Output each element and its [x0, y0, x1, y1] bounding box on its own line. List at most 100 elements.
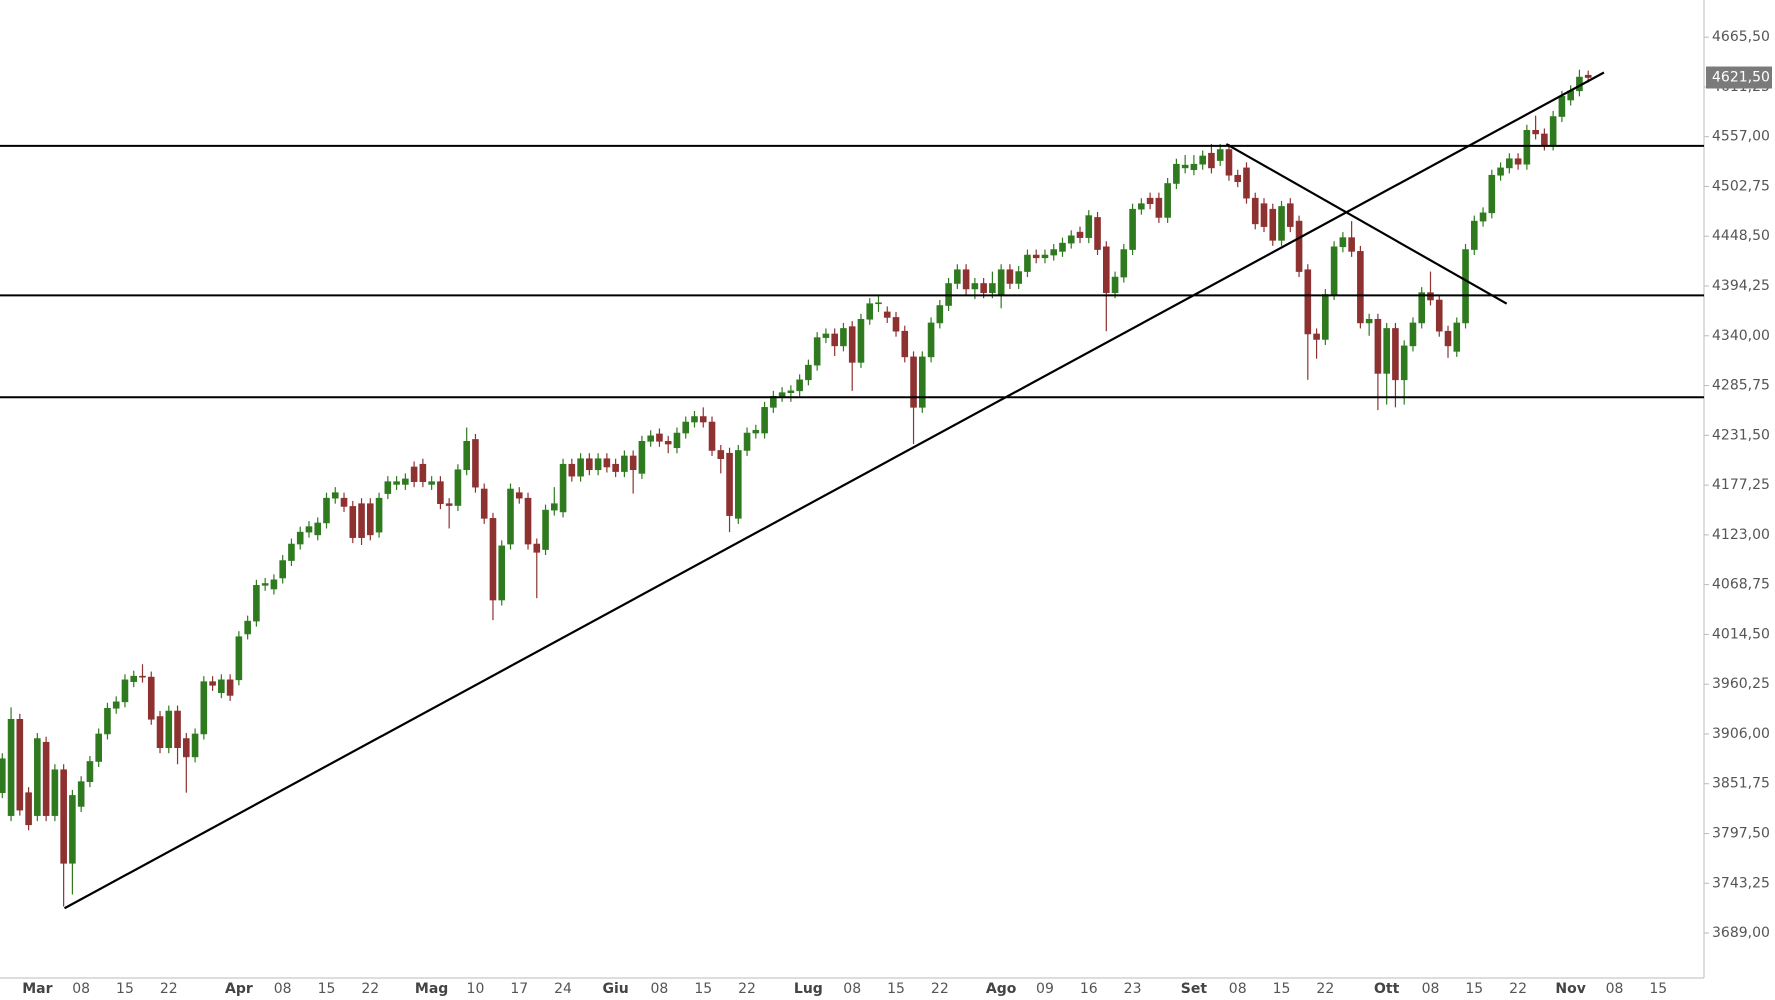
y-tick-label: 3906,00 — [1712, 726, 1770, 742]
candle-body — [822, 333, 830, 338]
x-tick-label: 08 — [1422, 981, 1440, 997]
x-tick-label: Apr — [225, 981, 253, 997]
x-tick-label: 22 — [361, 981, 379, 997]
y-tick-label: 4448,50 — [1712, 228, 1770, 244]
y-tick-label: 3960,25 — [1712, 676, 1770, 692]
x-tick-label: 17 — [510, 981, 528, 997]
candle-body — [507, 488, 514, 545]
y-tick-label: 4340,00 — [1712, 328, 1770, 344]
x-tick-label: Lug — [794, 981, 823, 997]
candle-body — [989, 283, 996, 293]
candle-body — [1059, 242, 1066, 252]
candle-body — [1155, 197, 1163, 218]
candle-body — [340, 497, 348, 507]
candle-body — [244, 620, 251, 635]
candle-body — [226, 679, 234, 696]
last-price-tag — [1706, 66, 1772, 89]
candle-body — [805, 364, 812, 381]
candle-body — [551, 503, 558, 511]
y-tick-label: 4068,75 — [1712, 577, 1770, 593]
candle-body — [840, 328, 847, 347]
x-tick-label: Mar — [22, 981, 52, 997]
candle-body — [691, 416, 698, 423]
y-tick-label: 4394,25 — [1712, 278, 1770, 294]
candle-body — [498, 545, 506, 601]
y-tick-label: 4557,00 — [1712, 129, 1770, 145]
candle-body — [1479, 212, 1487, 222]
candle-body — [542, 509, 549, 550]
candle-body — [1076, 231, 1084, 238]
candle-body — [34, 738, 41, 816]
candle-body — [1199, 155, 1206, 165]
candle-body — [1558, 96, 1566, 117]
candle-body — [813, 337, 821, 366]
candle-body — [314, 522, 322, 536]
candle-body — [253, 585, 260, 622]
x-tick-label: 15 — [694, 981, 712, 997]
candle-body — [515, 492, 523, 499]
x-tick-label: 08 — [843, 981, 861, 997]
candle-body — [1102, 246, 1110, 293]
x-tick-label: 22 — [1509, 981, 1527, 997]
candle-body — [367, 503, 374, 536]
candle-body — [480, 488, 488, 519]
candle-body — [51, 769, 59, 816]
candle-body — [980, 283, 987, 293]
candle-body — [1120, 249, 1128, 278]
candle-body — [647, 435, 654, 442]
candle-body — [437, 481, 444, 504]
x-tick-label: 08 — [274, 981, 292, 997]
candle-body — [112, 701, 120, 709]
trend-line — [1225, 143, 1508, 305]
candle-body — [288, 543, 295, 561]
candle-body — [1549, 116, 1557, 146]
x-tick-label: 22 — [1316, 981, 1334, 997]
candle-body — [971, 283, 979, 290]
candle-body — [331, 492, 339, 499]
candle-body — [936, 305, 944, 324]
candle-body — [1330, 246, 1338, 295]
candle-body — [577, 458, 584, 477]
candle-body — [1409, 322, 1417, 347]
candle-body — [104, 707, 111, 735]
candle-body — [261, 583, 269, 586]
candle-body — [1015, 271, 1022, 284]
candle-body — [209, 681, 216, 686]
candle-body — [349, 506, 357, 538]
candle-body — [1269, 208, 1277, 241]
candle-body — [1146, 197, 1154, 204]
candle-body — [586, 458, 593, 471]
candle-body — [796, 379, 803, 392]
candle-body — [901, 330, 909, 358]
candle-body — [743, 432, 751, 451]
candle-body — [472, 439, 479, 488]
candle-body — [664, 440, 672, 445]
candle-body — [962, 269, 970, 290]
x-tick-label: 15 — [1273, 981, 1291, 997]
candle-body — [1164, 183, 1171, 218]
candle-body — [1357, 251, 1364, 324]
candle-body — [1295, 220, 1303, 272]
candle-body — [1260, 203, 1268, 227]
y-tick-label: 3689,00 — [1712, 925, 1770, 941]
candle-body — [7, 718, 15, 816]
y-tick-label: 4285,75 — [1712, 378, 1770, 394]
candle-body — [410, 466, 418, 482]
candle-body — [1190, 163, 1198, 171]
candle-body — [174, 710, 181, 749]
candle-body — [682, 421, 690, 434]
candle-body — [918, 356, 926, 408]
candle-body — [656, 433, 663, 442]
candle-body — [857, 318, 865, 363]
x-tick-label: 15 — [1649, 981, 1667, 997]
x-tick-label: 15 — [116, 981, 134, 997]
candle-body — [1173, 163, 1180, 184]
candle-body — [454, 469, 462, 506]
candle-body — [1111, 276, 1119, 293]
candle-body — [402, 478, 409, 485]
candle-body — [323, 497, 330, 524]
x-tick-label: Ago — [986, 981, 1017, 997]
candle-body — [787, 390, 795, 393]
